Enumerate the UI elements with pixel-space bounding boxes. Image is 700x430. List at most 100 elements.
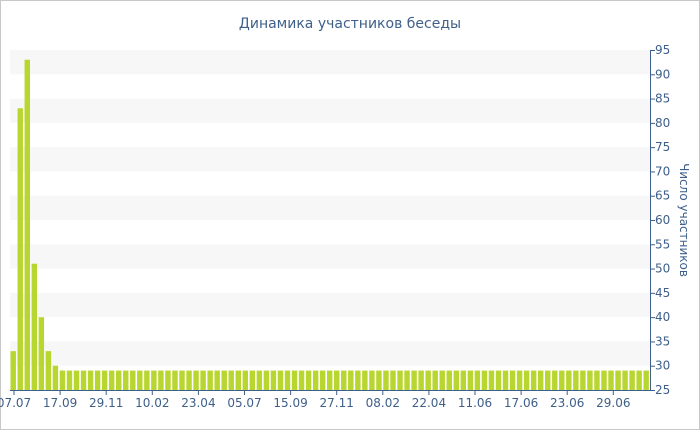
y-tick-label: 75 (655, 140, 670, 154)
grid-band (10, 341, 650, 366)
bar (608, 370, 614, 390)
bar-series (10, 59, 649, 391)
x-tick-label: 05.07 (227, 396, 261, 410)
bar (334, 370, 340, 390)
bar (594, 370, 600, 390)
bar (467, 370, 474, 390)
bar (516, 370, 523, 390)
y-tick-label: 55 (655, 237, 670, 251)
bar (362, 370, 368, 390)
grid-band (10, 98, 650, 123)
bar (439, 370, 445, 390)
bar (573, 370, 579, 390)
bar (390, 370, 396, 390)
y-tick-label: 65 (655, 189, 670, 203)
bar (298, 370, 305, 390)
bar (242, 370, 249, 390)
bar (319, 370, 326, 390)
bar (24, 59, 30, 390)
bar (87, 370, 94, 390)
bar (73, 370, 80, 390)
bar (615, 370, 621, 390)
bar (446, 370, 452, 390)
y-tick-label: 45 (655, 286, 670, 300)
y-tick-label: 85 (655, 92, 670, 106)
bar (221, 370, 227, 390)
grid-band (10, 50, 650, 75)
x-tick-label: 29.06 (596, 396, 630, 410)
bar (530, 370, 537, 390)
bar (369, 370, 375, 390)
bar (52, 365, 59, 390)
y-tick-label: 30 (655, 359, 670, 373)
y-axis-title: Число участников (677, 163, 691, 277)
bar (165, 370, 171, 390)
y-tick-label: 90 (655, 67, 670, 81)
bar (38, 317, 45, 390)
bar (207, 370, 213, 390)
bar (59, 370, 66, 390)
y-tick-label: 40 (655, 310, 670, 324)
grid-band (10, 292, 650, 318)
x-tick-label: 17.06 (504, 396, 538, 410)
x-tick-label: 11.06 (458, 396, 492, 410)
bar (523, 370, 530, 390)
bar (256, 370, 263, 390)
bar (404, 370, 410, 390)
y-tick-label: 50 (655, 262, 670, 276)
bar (376, 370, 382, 390)
bar (355, 370, 361, 390)
x-tick-label: 23.06 (550, 396, 584, 410)
bar (270, 370, 277, 390)
bar (481, 370, 488, 390)
bar (453, 370, 460, 390)
grid-bands (10, 50, 650, 366)
bar (495, 370, 502, 390)
bar (66, 370, 73, 390)
bar (341, 370, 347, 390)
x-tick-label: 22.04 (412, 396, 446, 410)
bar (418, 370, 424, 390)
bar (235, 370, 241, 390)
bar (158, 370, 164, 390)
bar (108, 370, 115, 390)
x-ticks: 07.07 17.09 29.11 10.02 23.04 05.07 15.09 27.11… (0, 390, 630, 410)
y-tick-label: 35 (655, 334, 670, 348)
bar (432, 370, 438, 390)
bar (601, 370, 607, 390)
bar (101, 370, 108, 390)
grid-band (10, 244, 650, 269)
chart-title: Динамика участников беседы (239, 16, 461, 32)
bar (200, 370, 206, 390)
bar (186, 370, 192, 390)
bar (45, 351, 52, 390)
bar (460, 370, 467, 390)
bar (397, 370, 403, 390)
bar (643, 370, 649, 390)
y-ticks: 25 30 35 40 45 50 55 60 65 70 75 80 85 90 95 (650, 43, 670, 397)
x-tick-label: 23.04 (181, 396, 215, 410)
bar (509, 370, 516, 390)
bar (151, 370, 157, 390)
bar (411, 370, 417, 390)
bar (94, 370, 101, 390)
x-tick-label: 10.02 (135, 396, 169, 410)
bar (622, 370, 628, 390)
y-tick-label: 95 (655, 43, 670, 57)
bar (31, 263, 38, 390)
y-tick-label: 60 (655, 213, 670, 227)
x-tick-label: 15.09 (273, 396, 307, 410)
bar (312, 370, 319, 390)
y-tick-label: 80 (655, 116, 670, 130)
bar (305, 370, 312, 390)
bar (123, 370, 129, 390)
bar (383, 370, 389, 390)
bar (249, 370, 256, 390)
bar (629, 370, 635, 390)
x-tick-label: 27.11 (320, 396, 354, 410)
bar (587, 370, 593, 390)
bar (537, 370, 544, 390)
bar (277, 370, 284, 390)
bar (115, 370, 122, 390)
